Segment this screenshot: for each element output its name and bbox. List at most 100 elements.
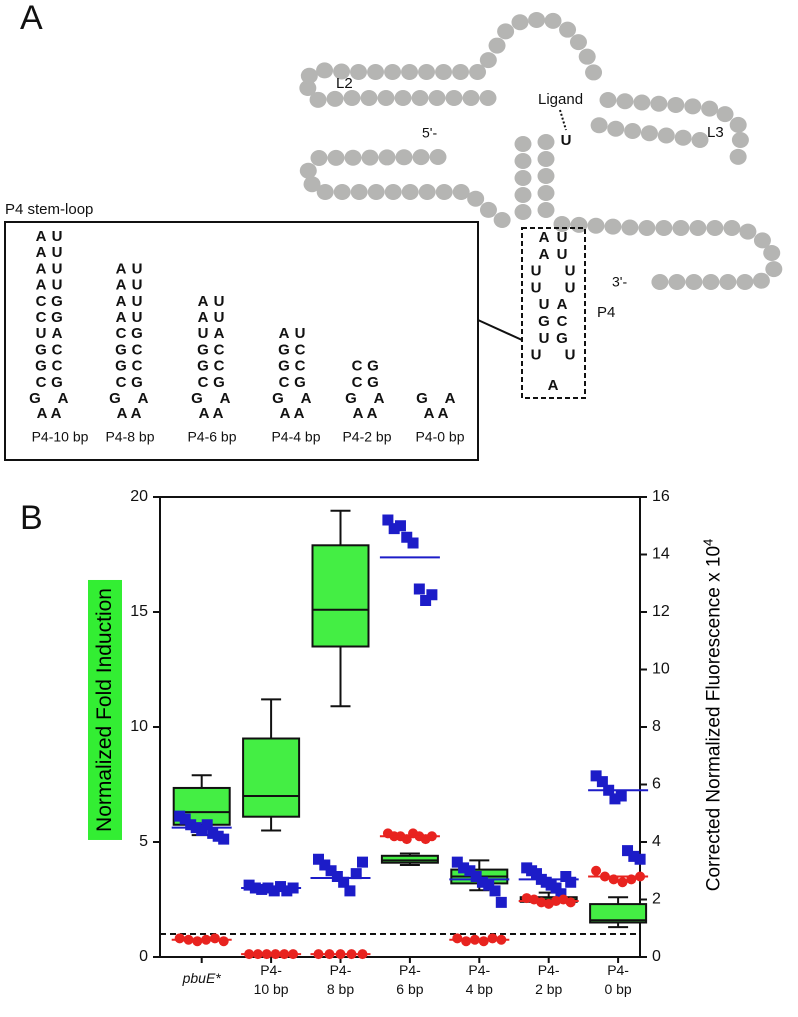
nucleotide: G <box>294 374 306 391</box>
nucleotide-dot <box>537 134 555 150</box>
nucleotide: A <box>36 228 47 245</box>
data-point <box>401 531 413 543</box>
nucleotide: U <box>36 325 47 342</box>
nucleotide: A <box>220 390 231 407</box>
nucleotide-dot <box>361 149 379 166</box>
data-point <box>344 885 356 897</box>
data-point <box>489 885 501 897</box>
nucleotide-dot <box>360 90 378 106</box>
nucleotide: U <box>214 293 225 310</box>
nucleotide: C <box>352 374 363 391</box>
p4-box <box>521 227 586 399</box>
y2-tick-label: 4 <box>652 833 661 850</box>
nucleotide-dot <box>607 120 625 137</box>
nucleotide: A <box>353 405 364 422</box>
nucleotide: A <box>116 309 127 326</box>
nucleotide-dot <box>428 90 446 106</box>
nucleotide-dot <box>537 168 555 184</box>
stem-loop-label: P4-2 bp <box>342 429 391 445</box>
nucleotide-dot <box>528 11 546 28</box>
y-tick-label: 5 <box>139 833 148 850</box>
nucleotide-dot <box>736 274 754 290</box>
data-point <box>420 595 432 606</box>
data-point <box>388 523 400 535</box>
nucleotide-dot <box>701 100 719 117</box>
nucleotide-dot <box>753 232 771 249</box>
y2-tick-label: 12 <box>652 603 670 620</box>
data-point <box>483 879 495 891</box>
nucleotide: A <box>117 405 128 422</box>
nucleotide-dot <box>435 64 453 80</box>
nucleotide-dot <box>350 184 368 200</box>
data-point <box>196 825 208 836</box>
stem-loop-label: P4-8 bp <box>105 429 154 445</box>
data-point <box>470 871 482 882</box>
nucleotide-dot <box>445 90 463 106</box>
nucleotide-dot <box>702 274 720 290</box>
nucleotide-dot <box>685 274 703 290</box>
data-point <box>555 888 567 900</box>
nucleotide-dot <box>411 90 429 106</box>
nucleotide: A <box>294 405 305 422</box>
nucleotide-dot <box>479 90 497 106</box>
nucleotide: U <box>565 263 576 280</box>
nucleotide: A <box>37 405 48 422</box>
nucleotide: G <box>272 390 284 407</box>
data-point <box>565 897 576 908</box>
nucleotide: G <box>367 374 379 391</box>
nucleotide-dot <box>326 90 344 107</box>
data-point <box>313 853 324 865</box>
nucleotide-dot <box>479 52 497 69</box>
nucleotide-dot <box>689 220 707 236</box>
data-point <box>476 876 488 888</box>
nucleotide-dot <box>452 64 470 80</box>
nucleotide: A <box>424 405 435 422</box>
nucleotide-dot <box>537 185 555 201</box>
box <box>311 544 370 648</box>
loop-label: L2 <box>336 75 353 92</box>
nucleotide: A <box>52 325 63 342</box>
nucleotide: A <box>116 277 127 294</box>
nucleotide-dot <box>624 123 642 140</box>
nucleotide-dot <box>651 274 669 290</box>
data-point <box>609 793 621 805</box>
nucleotide: C <box>36 374 47 391</box>
data-point <box>461 936 472 947</box>
nucleotide: U <box>132 293 143 310</box>
loop-label: L3 <box>707 124 724 141</box>
nucleotide-dot <box>299 80 317 97</box>
data-point <box>243 879 255 891</box>
nucleotide: C <box>132 341 143 358</box>
nucleotide-dot <box>310 149 328 166</box>
nucleotide: A <box>280 405 291 422</box>
nucleotide-dot <box>739 223 757 240</box>
rna-backbone <box>299 11 783 290</box>
nucleotide: G <box>278 358 290 375</box>
panel-label: A <box>20 0 43 37</box>
data-point <box>281 885 293 897</box>
nucleotide: U <box>52 228 63 245</box>
nucleotide: G <box>556 330 568 347</box>
nucleotide-dot <box>667 96 685 113</box>
data-point <box>382 514 394 526</box>
nucleotide: U <box>198 325 209 342</box>
nucleotide: U <box>557 229 568 246</box>
nucleotide-dot <box>377 90 395 106</box>
nucleotide-dot <box>674 129 692 146</box>
nucleotide: A <box>36 277 47 294</box>
y2-tick-label: 2 <box>652 891 661 908</box>
data-point <box>319 859 331 871</box>
nucleotide-dot <box>569 34 587 51</box>
nucleotide-dot <box>587 217 605 234</box>
x-tick-label: P4- 8 bp <box>326 962 355 997</box>
inset-connector <box>477 319 523 341</box>
nucleotide-dot <box>719 274 737 290</box>
nucleotide: U <box>531 263 542 280</box>
data-point <box>487 933 498 944</box>
nucleotide: C <box>116 325 127 342</box>
data-point <box>218 833 230 845</box>
data-point <box>192 936 203 947</box>
data-point <box>268 885 280 897</box>
nucleotide: A <box>36 260 47 277</box>
nucleotide: U <box>565 279 576 296</box>
